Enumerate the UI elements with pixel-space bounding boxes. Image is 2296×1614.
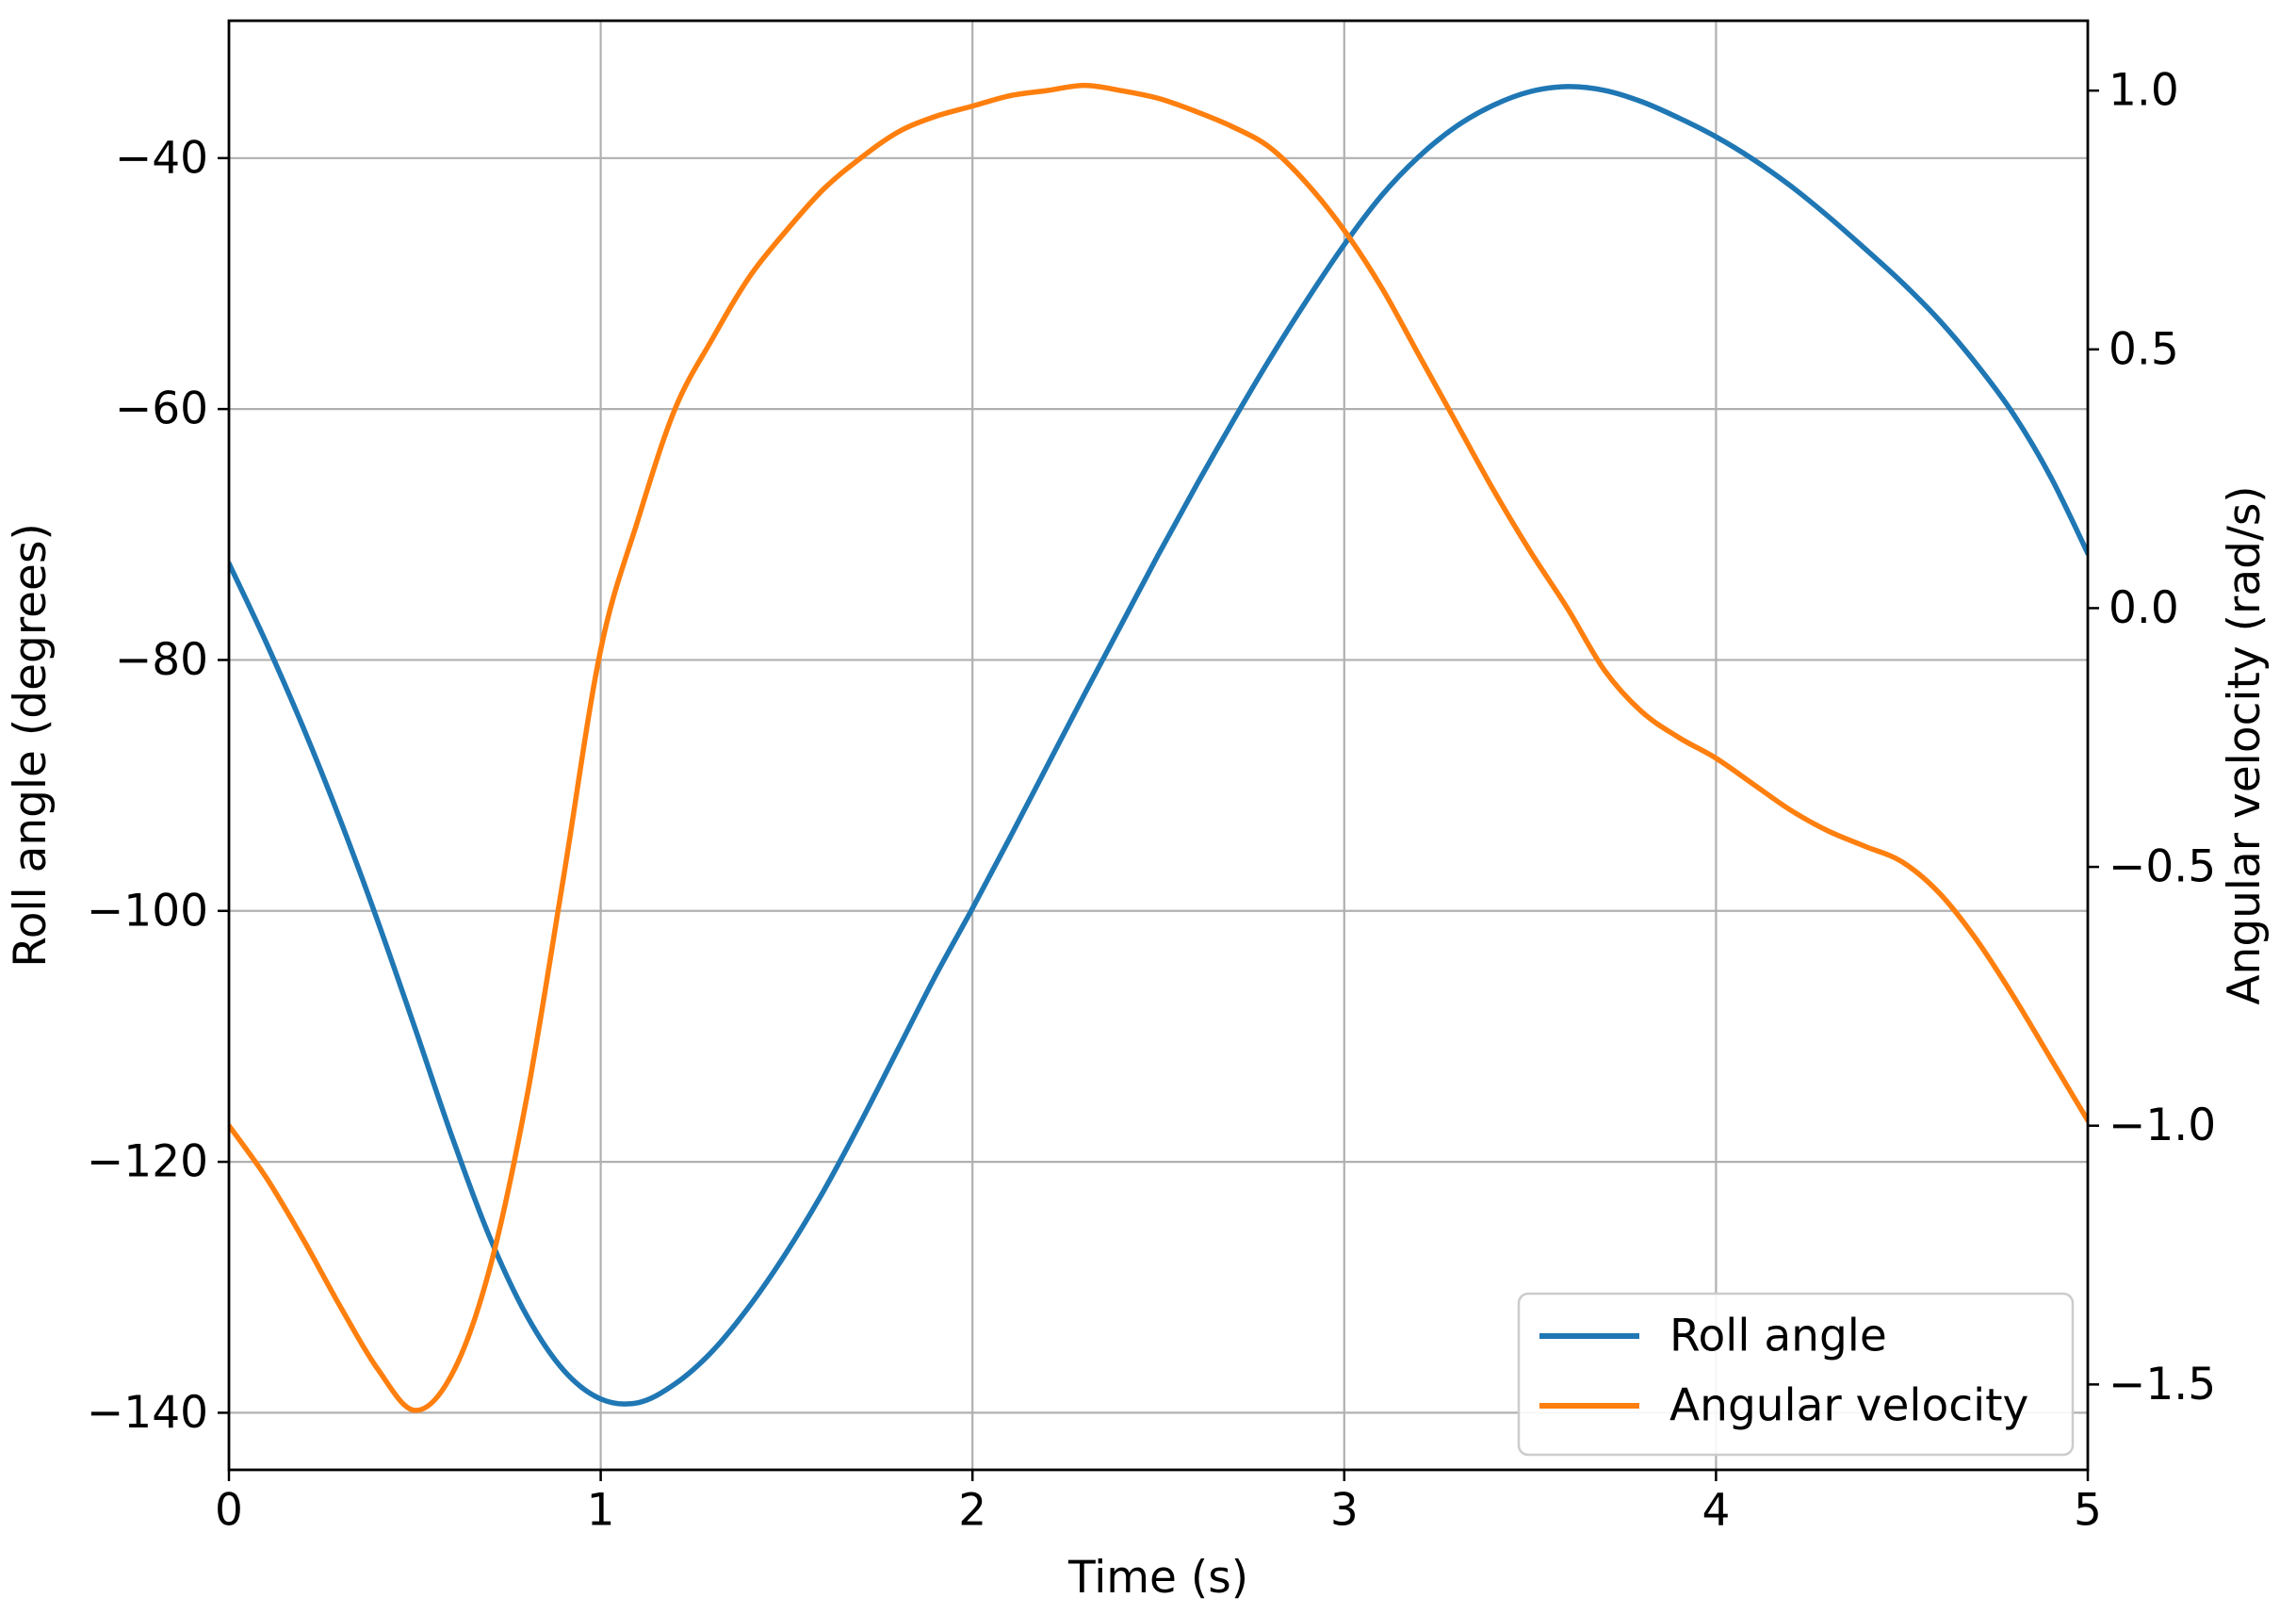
y-axis-label-left: Roll angle (degrees) bbox=[5, 523, 57, 968]
y-right-tick-label: 1.0 bbox=[2109, 65, 2179, 117]
legend-box bbox=[1517, 1292, 2075, 1457]
x-axis-label: Time (s) bbox=[1067, 1552, 1248, 1604]
x-tick-label: 5 bbox=[2074, 1484, 2102, 1536]
grid bbox=[227, 21, 2090, 1470]
legend-label-angular-velocity: Angular velocity bbox=[1669, 1380, 2028, 1432]
y-left-tick-label: −100 bbox=[87, 885, 208, 937]
tick-labels: 0 1 2 3 4 5 −40 −60 −80 −100 −120 −140 1.0 0.5 0.0 −0.5… bbox=[87, 65, 2216, 1537]
x-tick-label: 3 bbox=[1330, 1484, 1359, 1536]
curves bbox=[229, 82, 2088, 1413]
y-right-tick-label: −0.5 bbox=[2109, 841, 2216, 893]
y-left-tick-label: −80 bbox=[115, 634, 208, 686]
x-tick-label: 1 bbox=[587, 1484, 615, 1536]
y-right-tick-label: 0.5 bbox=[2109, 323, 2179, 375]
y-left-tick-label: −140 bbox=[87, 1387, 208, 1439]
x-tick-label: 0 bbox=[215, 1484, 243, 1536]
angular-velocity-line bbox=[229, 82, 2088, 1413]
x-tick-label: 4 bbox=[1702, 1484, 1730, 1536]
x-tick-label: 2 bbox=[958, 1484, 986, 1536]
y-axis-label-right: Angular velocity (rad/s) bbox=[2219, 485, 2271, 1004]
y-left-tick-label: −60 bbox=[115, 383, 208, 435]
plot-border bbox=[227, 19, 2090, 1472]
y-right-tick-label: −1.5 bbox=[2109, 1359, 2216, 1410]
y-left-tick-label: −120 bbox=[87, 1136, 208, 1188]
y-left-tick-label: −40 bbox=[115, 132, 208, 184]
y-right-tick-label: −1.0 bbox=[2109, 1100, 2216, 1151]
legend: Roll angle Angular velocity bbox=[1517, 1292, 2075, 1457]
y-right-tick-label: 0.0 bbox=[2109, 582, 2179, 634]
ticks bbox=[218, 89, 2099, 1481]
legend-label-roll-angle: Roll angle bbox=[1669, 1311, 1887, 1362]
